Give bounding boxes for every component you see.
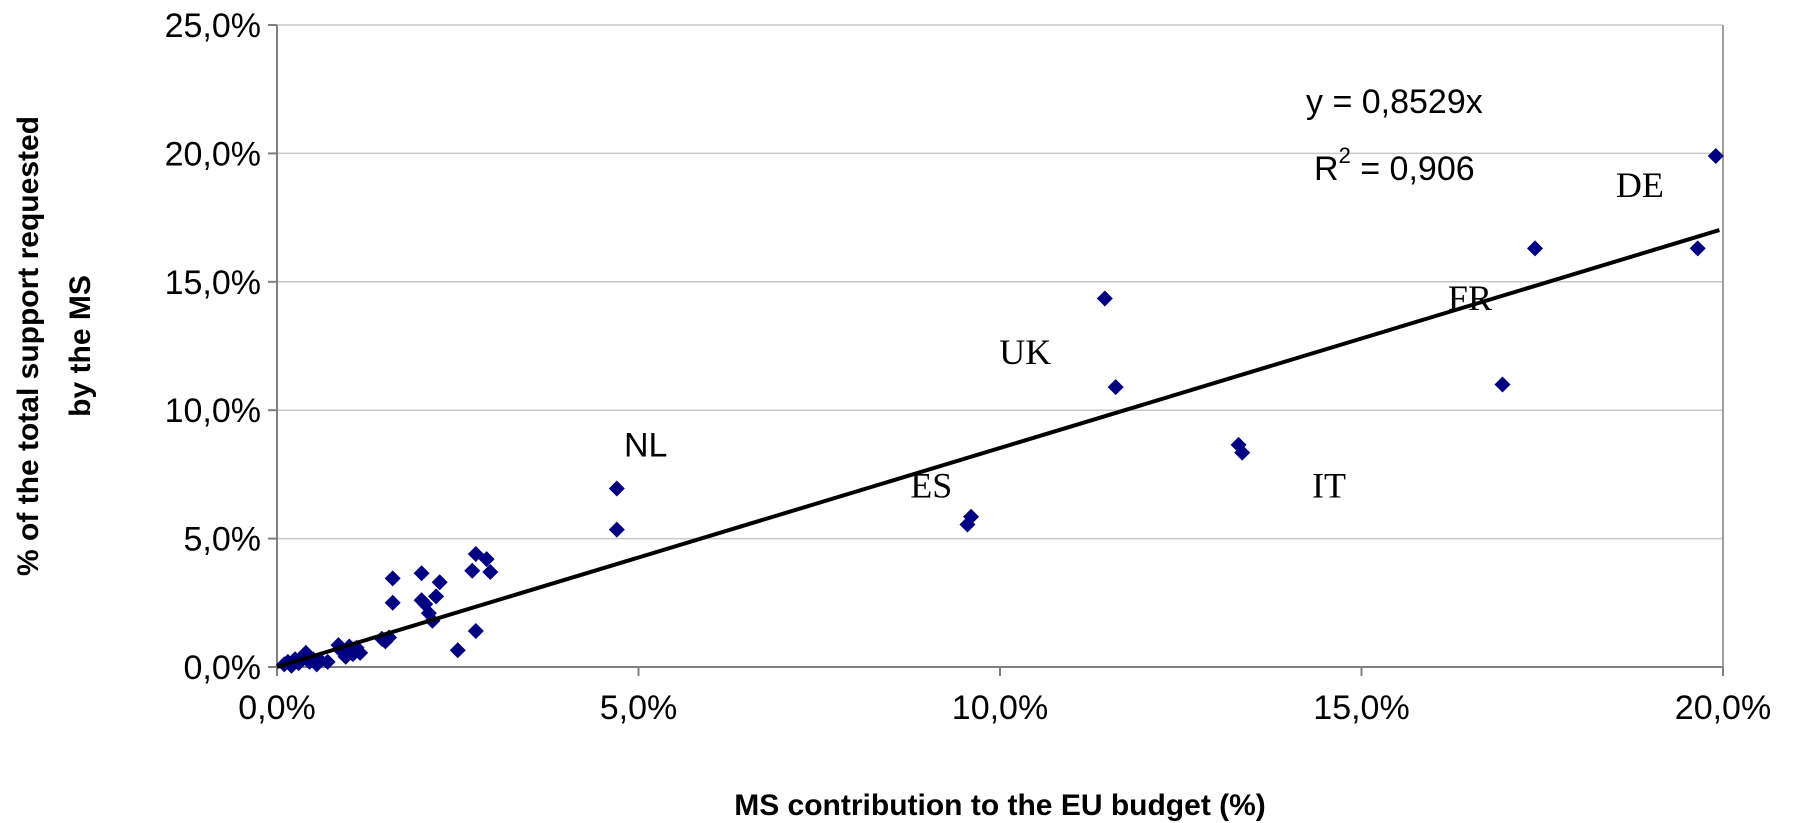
y-axis-title-line-1: % of the total support requested — [12, 116, 45, 576]
data-point — [1527, 240, 1544, 257]
data-point — [464, 562, 481, 579]
y-tick-label: 15,0% — [165, 264, 261, 302]
data-point — [1494, 376, 1511, 393]
x-axis-title: MS contribution to the EU budget (%) — [734, 789, 1266, 822]
trendline — [276, 228, 1720, 669]
data-point — [449, 642, 466, 659]
data-point — [1689, 240, 1706, 257]
r-squared-prefix: R — [1314, 150, 1339, 188]
country-label-nl: NL — [624, 426, 667, 464]
y-ticks: 0,0% 5,0% 10,0% 15,0% 20,0% 25,0% — [165, 7, 277, 687]
data-point — [1096, 290, 1113, 307]
y-tick-label: 0,0% — [184, 649, 262, 687]
y-tick-label: 20,0% — [165, 135, 261, 173]
data-point — [1234, 444, 1251, 461]
data-point — [319, 653, 336, 670]
y-axis-title: % of the total support requested by the … — [12, 116, 97, 576]
country-label-de: DE — [1616, 165, 1664, 205]
x-ticks: 0,0% 5,0% 10,0% 15,0% 20,0% — [238, 667, 1771, 727]
trendline-equation: y = 0,8529x — [1306, 83, 1483, 121]
data-point — [467, 623, 484, 640]
country-label-es: ES — [910, 466, 952, 506]
y-tick-label: 25,0% — [165, 7, 261, 45]
country-label-fr: FR — [1448, 278, 1492, 318]
country-label-it: IT — [1312, 466, 1346, 506]
x-tick-label: 10,0% — [952, 689, 1048, 727]
data-point — [413, 565, 430, 582]
r-squared-value: = 0,906 — [1351, 150, 1475, 188]
data-point — [384, 594, 401, 611]
data-point — [428, 588, 445, 605]
data-point — [482, 563, 499, 580]
data-point — [1107, 379, 1124, 396]
x-tick-label: 15,0% — [1313, 689, 1409, 727]
data-point — [608, 480, 625, 497]
r-squared-label: R2 = 0,906 — [1314, 143, 1475, 188]
y-axis-title-line-2: by the MS — [64, 275, 97, 417]
data-point — [478, 551, 495, 568]
data-point — [431, 574, 448, 591]
gridlines — [277, 24, 1723, 540]
x-tick-label: 20,0% — [1675, 689, 1771, 727]
country-label-uk: UK — [999, 332, 1051, 372]
country-labels: NL ES UK IT FR DE — [624, 165, 1664, 505]
data-points — [276, 147, 1724, 674]
data-point — [608, 521, 625, 538]
data-point — [1707, 147, 1724, 164]
x-tick-label: 0,0% — [238, 689, 316, 727]
data-point — [384, 570, 401, 587]
y-tick-label: 10,0% — [165, 392, 261, 430]
y-tick-label: 5,0% — [184, 521, 262, 559]
r-squared-superscript: 2 — [1339, 143, 1351, 168]
data-point — [352, 644, 369, 661]
data-point — [963, 508, 980, 525]
x-tick-label: 5,0% — [600, 689, 678, 727]
